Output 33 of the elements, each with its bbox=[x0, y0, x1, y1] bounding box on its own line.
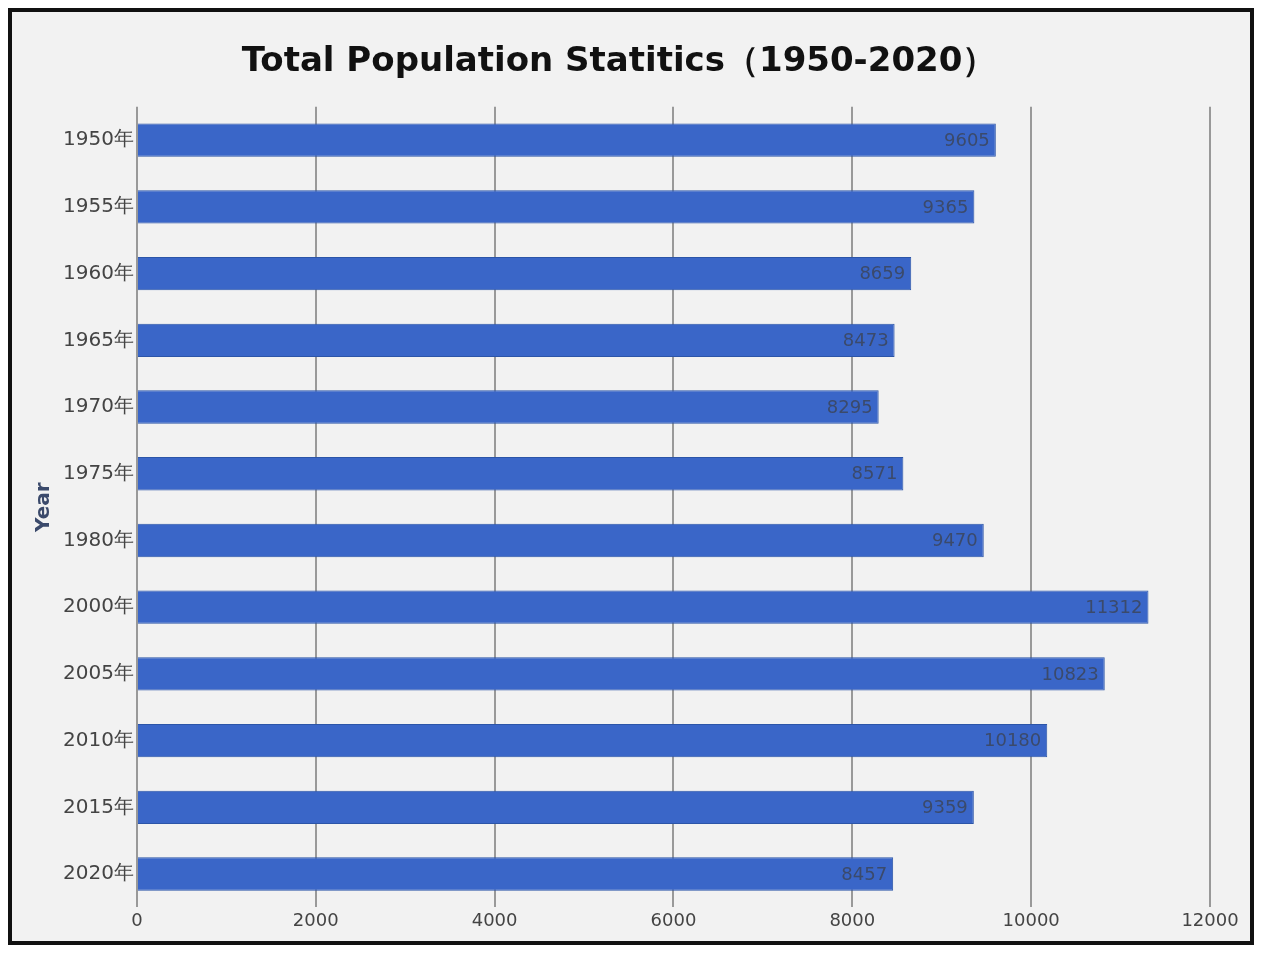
x-tick-label: 12000 bbox=[1181, 908, 1239, 930]
x-tick-label: 4000 bbox=[471, 908, 518, 930]
x-tick-label: 0 bbox=[131, 908, 143, 930]
data-label: 8473 bbox=[842, 328, 889, 350]
y-tick-label: 1960年 bbox=[62, 259, 134, 284]
data-label: 8457 bbox=[841, 862, 888, 884]
x-tick-label: 8000 bbox=[829, 908, 876, 930]
y-tick-label: 2000年 bbox=[62, 593, 134, 618]
y-tick-label: 1975年 bbox=[62, 459, 134, 484]
data-label: 8659 bbox=[859, 262, 906, 284]
data-label: 10180 bbox=[983, 729, 1042, 751]
data-label: 10823 bbox=[1041, 662, 1099, 684]
chart-title: Total Population Statitics（1950-2020） bbox=[241, 39, 997, 80]
data-label: 8571 bbox=[851, 462, 898, 484]
y-tick-label: 1955年 bbox=[62, 193, 134, 218]
y-axis-title: Year bbox=[30, 482, 55, 533]
x-tick-label: 6000 bbox=[650, 908, 697, 930]
data-label: 11312 bbox=[1085, 595, 1143, 617]
data-label: 8295 bbox=[826, 395, 873, 417]
x-tick-label: 10000 bbox=[1002, 908, 1060, 930]
y-tick-label: 1980年 bbox=[62, 526, 134, 551]
data-label: 9605 bbox=[944, 128, 990, 150]
y-tick-label: 1970年 bbox=[62, 393, 134, 418]
y-tick-label: 2005年 bbox=[62, 660, 134, 685]
y-tick-label: 1950年 bbox=[62, 126, 134, 151]
y-tick-label: 2015年 bbox=[62, 793, 134, 818]
data-label: 9365 bbox=[922, 195, 969, 217]
y-tick-label: 2010年 bbox=[62, 726, 134, 751]
data-label: 9359 bbox=[922, 796, 968, 817]
x-tick-label: 2000 bbox=[292, 908, 339, 930]
y-tick-label: 1965年 bbox=[62, 326, 134, 351]
data-label: 9470 bbox=[931, 529, 978, 551]
y-tick-label: 2020年 bbox=[62, 860, 134, 885]
